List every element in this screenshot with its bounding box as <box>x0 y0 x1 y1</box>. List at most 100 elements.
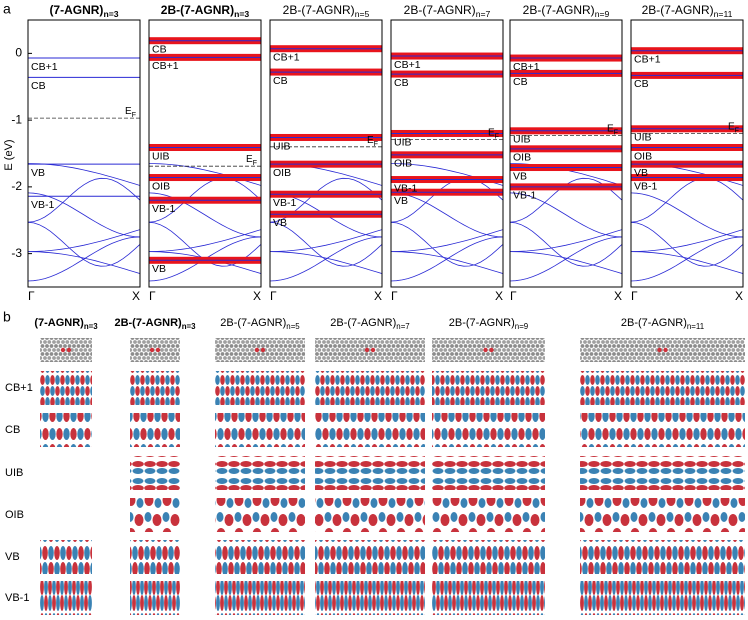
x-label: Γ <box>28 289 35 303</box>
band-label: CB <box>31 80 46 92</box>
fermi-label: EF <box>728 121 740 134</box>
orbital-image <box>40 581 92 615</box>
orbital-column-title-sub: n=9 <box>515 322 529 331</box>
orbital-image <box>40 413 92 447</box>
orbital-image <box>580 581 745 615</box>
orbital-column-title: 2B-(7-AGNR)n=7 <box>330 317 409 331</box>
dispersive-band <box>28 236 140 282</box>
orbital-image <box>215 371 305 405</box>
panel-title-sub: n=5 <box>355 9 370 19</box>
band-label: UIB <box>513 134 531 146</box>
fermi-label: EF <box>125 106 137 119</box>
band-label: CB+1 <box>513 61 540 73</box>
structure <box>315 338 425 362</box>
x-label: Γ <box>631 289 638 303</box>
orbital-column-title-base: 2B-(7-AGNR) <box>330 317 396 329</box>
y-tick-label: -2 <box>11 179 22 193</box>
band-label: VB-1 <box>273 197 297 209</box>
orbital-row-label: OIB <box>5 509 24 521</box>
boron-atom <box>370 347 376 353</box>
dispersive-band <box>391 177 503 223</box>
x-label: Γ <box>270 289 277 303</box>
orbital-image <box>432 371 545 405</box>
orbital-column-title: 2B-(7-AGNR)n=3 <box>114 317 196 331</box>
fermi-label-sub: F <box>253 158 258 167</box>
structure <box>215 338 305 362</box>
orbital-row-label: UIB <box>5 467 23 479</box>
x-label: X <box>495 289 503 303</box>
boron-atom <box>260 347 266 353</box>
structure <box>130 338 180 362</box>
band-label: VB-1 <box>394 182 418 194</box>
fermi-label-sub: F <box>495 131 500 140</box>
dispersive-band <box>149 229 261 252</box>
structure <box>580 338 745 362</box>
dispersive-band <box>391 192 503 238</box>
orbital-image <box>432 540 545 574</box>
panel-title-base: 2B-(7-AGNR) <box>283 3 355 17</box>
dispersive-band <box>631 177 743 223</box>
orbital-image <box>315 498 425 532</box>
fermi-label-sub: F <box>735 125 740 134</box>
dispersive-band <box>270 236 382 282</box>
orbital-image <box>315 456 425 490</box>
orbital-image <box>130 456 180 490</box>
panel-title: 2B-(7-AGNR)n=11 <box>642 3 733 19</box>
panel-label: b <box>3 309 11 325</box>
fermi-label: EF <box>607 123 619 136</box>
x-label: X <box>735 289 743 303</box>
fermi-label-base: E <box>488 127 495 138</box>
orbital-column-title-sub: n=7 <box>396 322 409 331</box>
band-panel <box>149 37 261 282</box>
dispersive-band <box>270 229 382 252</box>
orbital-column-title: 2B-(7-AGNR)n=11 <box>621 317 705 331</box>
dispersive-band <box>391 229 503 252</box>
band-label: CB+1 <box>273 51 300 63</box>
x-label: X <box>614 289 622 303</box>
orbital-image <box>315 413 425 447</box>
orbital-row-label: VB-1 <box>5 592 29 604</box>
boron-atom <box>155 347 161 353</box>
band-label: VB-1 <box>513 190 537 202</box>
panel-label: a <box>3 1 11 17</box>
boron-atom <box>663 347 668 353</box>
orbital-column-title-base: 2B-(7-AGNR) <box>621 317 687 329</box>
dispersive-band <box>149 192 261 238</box>
orbital-image <box>432 498 545 532</box>
orbital-row-label: VB <box>5 551 20 563</box>
orbital-image <box>432 413 545 447</box>
band-panel <box>391 52 503 282</box>
orbital-image <box>40 371 92 405</box>
structure <box>432 338 545 362</box>
y-tick-label: -3 <box>11 246 22 260</box>
dispersive-band <box>270 251 382 274</box>
dispersive-band <box>510 251 622 274</box>
boron-atom <box>364 347 370 353</box>
orbital-image <box>215 498 305 532</box>
fermi-label-base: E <box>728 121 735 132</box>
panel-title: (7-AGNR)n=3 <box>49 3 118 19</box>
orbital-column-title-sub: n=11 <box>687 322 705 331</box>
panel-title-base: (7-AGNR) <box>49 3 103 17</box>
band-label: CB <box>152 43 167 55</box>
orbital-image <box>130 371 180 405</box>
fermi-label-sub: F <box>132 110 137 119</box>
dispersive-band <box>391 221 503 267</box>
dispersive-band <box>391 236 503 282</box>
band-label: VB <box>273 217 287 229</box>
band-label: CB <box>394 77 409 89</box>
band-label: OIB <box>152 180 170 192</box>
panel-frame <box>269 19 383 288</box>
y-tick-label: 0 <box>15 46 22 60</box>
fermi-label-base: E <box>607 123 614 134</box>
x-label: X <box>132 289 140 303</box>
band-label: VB <box>634 167 648 179</box>
fermi-label-sub: F <box>614 127 619 136</box>
x-label: Γ <box>510 289 517 303</box>
orbital-image <box>130 498 180 532</box>
dispersive-band <box>510 236 622 282</box>
band-label: VB <box>394 195 408 207</box>
x-label: Γ <box>149 289 156 303</box>
orbital-column-title-sub: n=3 <box>182 322 196 331</box>
structure <box>40 338 92 362</box>
